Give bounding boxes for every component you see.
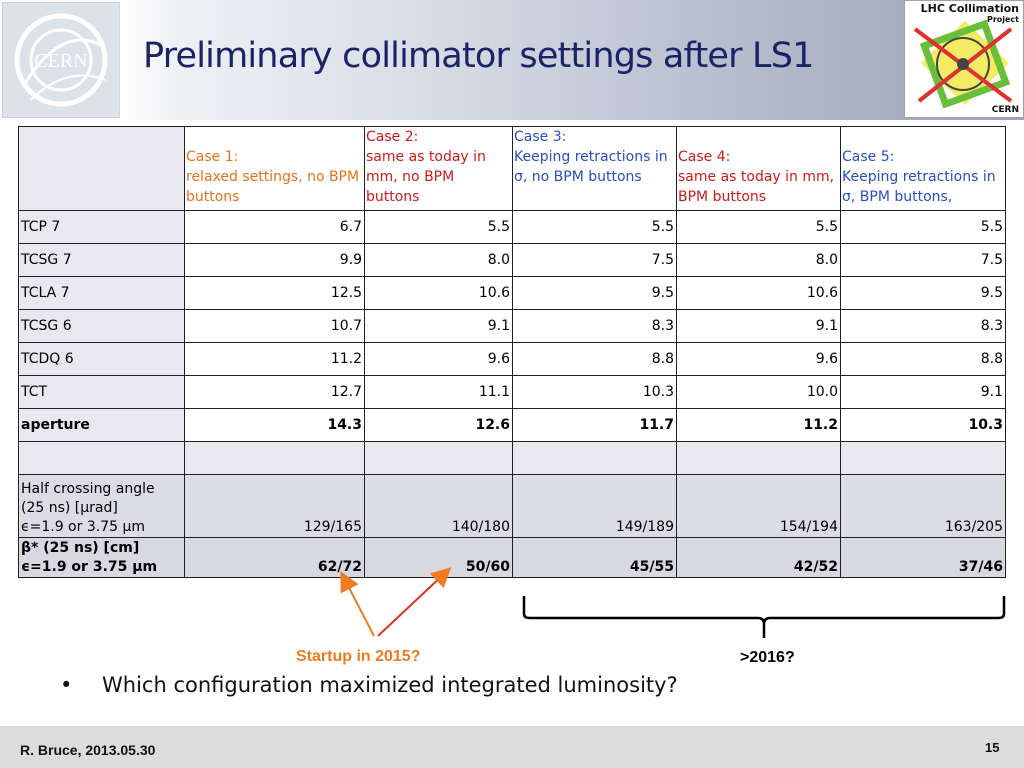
table-cell: 11.2 xyxy=(184,342,365,376)
table-cell: 10.3 xyxy=(840,408,1006,442)
logo-text-line2: Project xyxy=(986,15,1019,24)
table-cell: 8.3 xyxy=(840,309,1006,343)
row-label: TCLA 7 xyxy=(18,276,185,310)
header-case-2: Case 2: same as today in mm, no BPM butto… xyxy=(364,126,513,211)
header-case-1: Case 1: relaxed settings, no BPM buttons xyxy=(184,126,365,211)
table-cell xyxy=(512,441,677,475)
table-cell: 9.1 xyxy=(676,309,841,343)
table-row-beta-star: β* (25 ns) [cm] ϵ=1.9 or 3.75 μm 62/72 50… xyxy=(18,537,1006,578)
table-cell: 10.6 xyxy=(364,276,513,310)
table-cell: 14.3 xyxy=(184,408,365,442)
table-cell: 5.5 xyxy=(512,210,677,244)
table-cell: 149/189 xyxy=(512,474,677,538)
row-label: TCT xyxy=(18,375,185,409)
bullet-point: • Which configuration maximized integrate… xyxy=(60,673,678,697)
cern-logo-icon: CERN xyxy=(14,13,108,107)
header-corner-cell xyxy=(18,126,185,211)
table-cell xyxy=(676,441,841,475)
table-cell: 8.8 xyxy=(840,342,1006,376)
header-case-3: Case 3: Keeping retractions in σ, no BPM … xyxy=(512,126,677,211)
table-cell: 10.0 xyxy=(676,375,841,409)
table-cell: 8.0 xyxy=(676,243,841,277)
table-cell: 5.5 xyxy=(364,210,513,244)
table-cell: 9.6 xyxy=(676,342,841,376)
table-header-row: Case 1: relaxed settings, no BPM buttons … xyxy=(18,126,1006,211)
page-number: 15 xyxy=(985,740,1000,755)
table-cell: 45/55 xyxy=(512,537,677,578)
arrow-to-case-1 xyxy=(340,571,375,637)
table-cell: 9.6 xyxy=(364,342,513,376)
table-cell: 11.2 xyxy=(676,408,841,442)
startup-2015-label: Startup in 2015? xyxy=(296,648,421,665)
table-row-half-crossing: Half crossing angle (25 ns) [μrad] ϵ=1.9 o… xyxy=(18,474,1006,538)
table-cell: 8.3 xyxy=(512,309,677,343)
table-row: TCDQ 6 11.2 9.6 8.8 9.6 8.8 xyxy=(18,342,1006,376)
table-cell: 7.5 xyxy=(840,243,1006,277)
curly-brace-cases-3-5 xyxy=(522,596,1006,638)
table-cell: 8.0 xyxy=(364,243,513,277)
table-cell xyxy=(840,441,1006,475)
table-cell: 6.7 xyxy=(184,210,365,244)
collimation-logo-icon xyxy=(913,19,1013,109)
row-label: TCSG 7 xyxy=(18,243,185,277)
table-cell: 10.7 xyxy=(184,309,365,343)
table-cell xyxy=(364,441,513,475)
table-row: TCT 12.7 11.1 10.3 10.0 9.1 xyxy=(18,375,1006,409)
table-row-empty xyxy=(18,441,1006,475)
table-cell: 12.7 xyxy=(184,375,365,409)
slide-title: Preliminary collimator settings after LS… xyxy=(143,36,814,76)
table-cell: 5.5 xyxy=(676,210,841,244)
table-cell: 12.6 xyxy=(364,408,513,442)
row-label: Half crossing angle (25 ns) [μrad] ϵ=1.9 o… xyxy=(18,474,185,538)
table-cell: 9.5 xyxy=(512,276,677,310)
table-row-aperture: aperture 14.3 12.6 11.7 11.2 10.3 xyxy=(18,408,1006,442)
arrow-to-case-2 xyxy=(377,567,452,637)
collimator-settings-table: Case 1: relaxed settings, no BPM buttons … xyxy=(18,126,1006,578)
table-row: TCP 7 6.7 5.5 5.5 5.5 5.5 xyxy=(18,210,1006,244)
table-cell xyxy=(184,441,365,475)
footer-author: R. Bruce, 2013.05.30 xyxy=(20,742,156,758)
table-row: TCSG 7 9.9 8.0 7.5 8.0 7.5 xyxy=(18,243,1006,277)
after-2016-label: >2016? xyxy=(740,649,795,666)
header-case-4: Case 4: same as today in mm, BPM buttons xyxy=(676,126,841,211)
table-cell: 5.5 xyxy=(840,210,1006,244)
table-cell: 62/72 xyxy=(184,537,365,578)
table-cell xyxy=(18,441,185,475)
table-cell: 8.8 xyxy=(512,342,677,376)
row-label: aperture xyxy=(18,408,185,442)
table-cell: 10.6 xyxy=(676,276,841,310)
table-cell: 11.1 xyxy=(364,375,513,409)
table-row: TCSG 6 10.7 9.1 8.3 9.1 8.3 xyxy=(18,309,1006,343)
table-cell: 10.3 xyxy=(512,375,677,409)
cern-logo-text: CERN xyxy=(34,50,87,72)
logo-text-line1: LHC Collimation xyxy=(920,2,1019,15)
row-label: TCSG 6 xyxy=(18,309,185,343)
bullet-icon: • xyxy=(60,673,73,697)
table-cell: 7.5 xyxy=(512,243,677,277)
header-case-5: Case 5: Keeping retractions in σ, BPM but… xyxy=(840,126,1006,211)
row-label: β* (25 ns) [cm] ϵ=1.9 or 3.75 μm xyxy=(18,537,185,578)
table-cell: 12.5 xyxy=(184,276,365,310)
logo-text-line3: CERN xyxy=(991,105,1019,115)
table-cell: 163/205 xyxy=(840,474,1006,538)
lhc-collimation-logo: LHC Collimation Project CERN xyxy=(904,0,1024,118)
table-row: TCLA 7 12.5 10.6 9.5 10.6 9.5 xyxy=(18,276,1006,310)
bullet-text: Which configuration maximized integrated… xyxy=(102,673,678,697)
table-cell: 129/165 xyxy=(184,474,365,538)
table-cell: 9.9 xyxy=(184,243,365,277)
cern-logo: CERN xyxy=(2,2,120,118)
table-cell: 11.7 xyxy=(512,408,677,442)
table-cell: 37/46 xyxy=(840,537,1006,578)
table-cell: 9.1 xyxy=(364,309,513,343)
table-cell: 154/194 xyxy=(676,474,841,538)
slide-footer: R. Bruce, 2013.05.30 15 xyxy=(0,726,1024,768)
table-cell: 9.1 xyxy=(840,375,1006,409)
row-label: TCP 7 xyxy=(18,210,185,244)
row-label: TCDQ 6 xyxy=(18,342,185,376)
table-cell: 9.5 xyxy=(840,276,1006,310)
table-cell: 50/60 xyxy=(364,537,513,578)
slide-header: CERN Preliminary collimator settings aft… xyxy=(0,0,1024,120)
table-cell: 140/180 xyxy=(364,474,513,538)
table-cell: 42/52 xyxy=(676,537,841,578)
